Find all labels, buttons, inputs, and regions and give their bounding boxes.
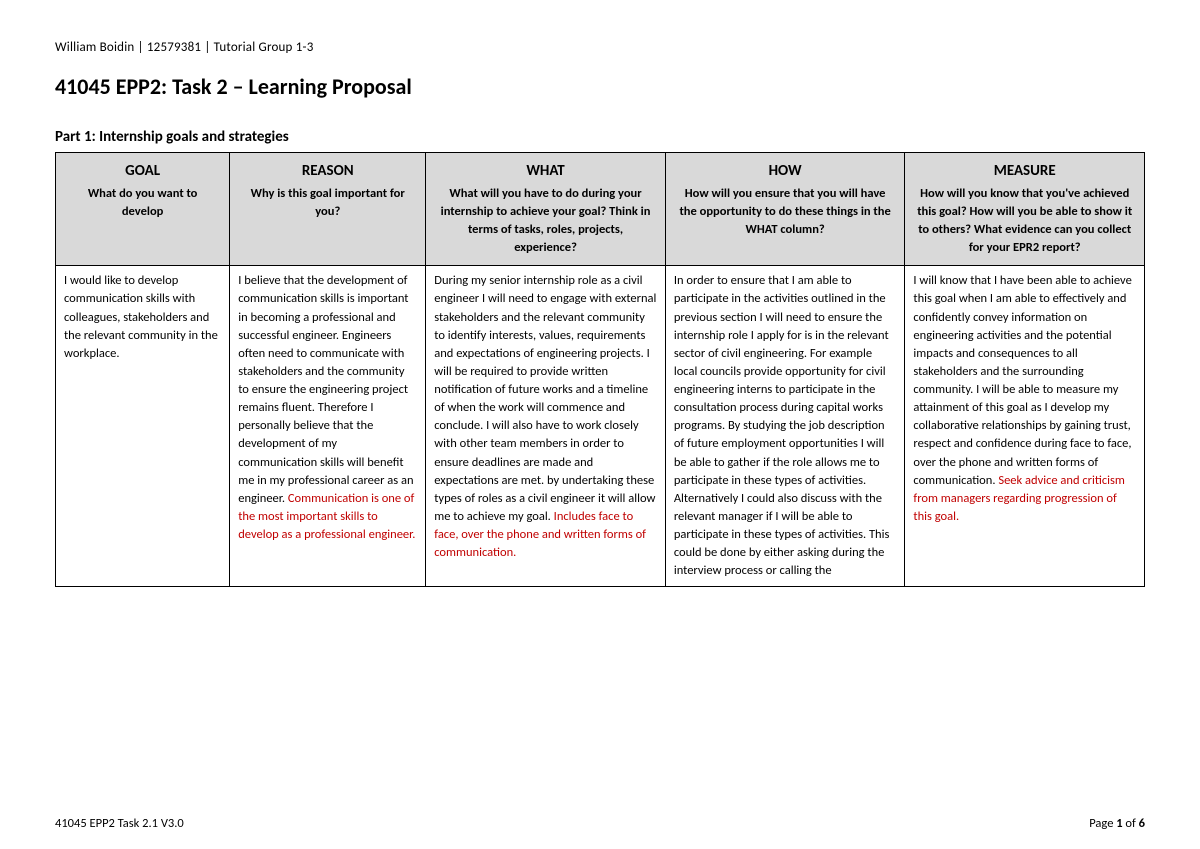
cell-text: I would like to develop communication sk… <box>64 273 218 361</box>
col-title: WHAT <box>436 161 655 183</box>
col-how: HOW How will you ensure that you will ha… <box>665 153 905 266</box>
page-footer: 41045 EPP2 Task 2.1 V3.0 Page 1 of 6 <box>55 816 1145 831</box>
col-sub: What will you have to do during your int… <box>436 185 655 258</box>
table-header-row: GOAL What do you want to develop REASON … <box>56 153 1145 266</box>
cell-reason: I believe that the development of commun… <box>230 266 426 587</box>
cell-text: During my senior internship role as a ci… <box>434 273 656 524</box>
footer-left: 41045 EPP2 Task 2.1 V3.0 <box>55 816 184 831</box>
col-sub: How will you ensure that you will have t… <box>676 185 895 239</box>
col-title: REASON <box>240 161 415 183</box>
cell-what: During my senior internship role as a ci… <box>426 266 666 587</box>
col-what: WHAT What will you have to do during you… <box>426 153 666 266</box>
col-title: HOW <box>676 161 895 183</box>
footer-page: Page 1 of 6 <box>1089 816 1145 831</box>
col-measure: MEASURE How will you know that you've ac… <box>905 153 1145 266</box>
col-sub: Why is this goal important for you? <box>240 185 415 221</box>
cell-how: In order to ensure that I am able to par… <box>665 266 905 587</box>
table-row: I would like to develop communication sk… <box>56 266 1145 587</box>
col-goal: GOAL What do you want to develop <box>56 153 230 266</box>
goals-table: GOAL What do you want to develop REASON … <box>55 152 1145 587</box>
col-title: MEASURE <box>915 161 1134 183</box>
cell-text: I will know that I have been able to ach… <box>913 273 1131 487</box>
col-sub: What do you want to develop <box>66 185 219 221</box>
document-title: 41045 EPP2: Task 2 – Learning Proposal <box>55 73 1145 100</box>
cell-text: I believe that the development of commun… <box>238 273 413 506</box>
footer-page-of: of <box>1123 816 1139 831</box>
cell-text: In order to ensure that I am able to par… <box>674 273 890 578</box>
cell-goal: I would like to develop communication sk… <box>56 266 230 587</box>
cell-measure: I will know that I have been able to ach… <box>905 266 1145 587</box>
part-heading: Part 1: Internship goals and strategies <box>55 128 1145 146</box>
col-title: GOAL <box>66 161 219 183</box>
col-reason: REASON Why is this goal important for yo… <box>230 153 426 266</box>
footer-page-total: 6 <box>1139 816 1145 831</box>
col-sub: How will you know that you've achieved t… <box>915 185 1134 258</box>
document-header: William Boidin | 12579381 | Tutorial Gro… <box>55 40 1145 55</box>
footer-page-prefix: Page <box>1089 816 1116 831</box>
